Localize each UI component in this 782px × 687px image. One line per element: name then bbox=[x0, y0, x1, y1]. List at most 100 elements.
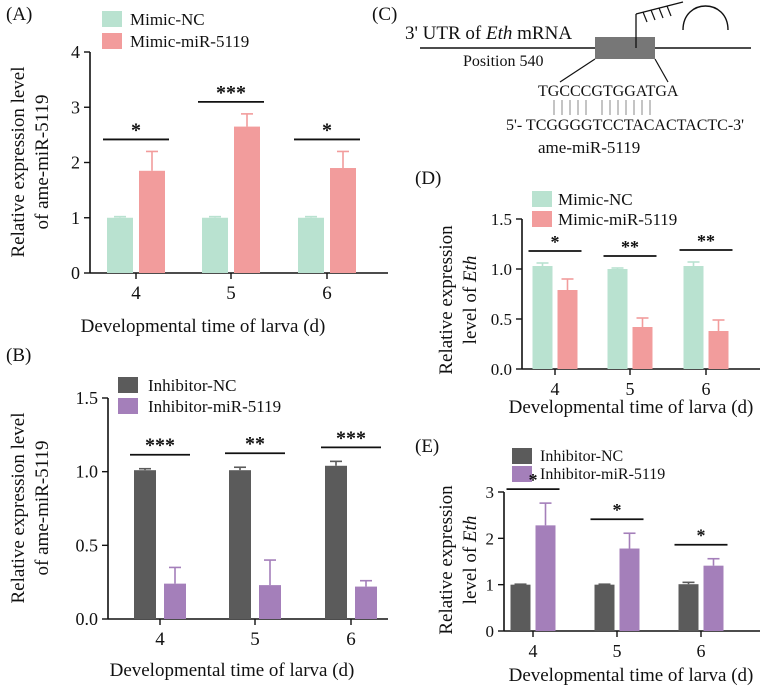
panel-a-xlabel: Developmental time of larva (d) bbox=[81, 316, 326, 337]
significance-label: ** bbox=[621, 237, 639, 257]
panel-c-diagram: (C) 3' UTR of Eth mRNA Position 540 TGCC… bbox=[372, 1, 751, 157]
legend-swatch-e-inhibitor-mir bbox=[512, 466, 532, 482]
legend-swatch-inhibitor-mir bbox=[118, 398, 138, 414]
zoom-line-left bbox=[559, 58, 596, 83]
significance-label: * bbox=[131, 119, 141, 141]
x-tick-label: 4 bbox=[131, 283, 141, 304]
significance-label: * bbox=[697, 526, 706, 546]
significance-label: ** bbox=[245, 433, 265, 455]
x-tick-label: 5 bbox=[613, 641, 622, 661]
bar-treatment bbox=[164, 583, 186, 619]
y-tick-label: 0 bbox=[486, 622, 495, 641]
bar-control bbox=[107, 217, 133, 273]
x-tick-label: 4 bbox=[155, 629, 165, 650]
y-tick-label: 0.0 bbox=[76, 609, 99, 629]
bar-control bbox=[594, 584, 615, 631]
panel-b-ylabel-line1: Relative expression level bbox=[8, 413, 29, 604]
utr-title: 3' UTR of Eth mRNA bbox=[405, 23, 572, 44]
y-tick-label: 1 bbox=[71, 208, 80, 228]
bar-treatment bbox=[355, 586, 377, 619]
panel-e-label: (E) bbox=[415, 436, 439, 457]
panel-c-label: (C) bbox=[372, 4, 397, 25]
bar-treatment bbox=[703, 565, 724, 631]
bar-control bbox=[202, 217, 228, 273]
y-tick-label: 2 bbox=[71, 153, 80, 173]
y-tick-label: 1.0 bbox=[491, 260, 512, 279]
x-tick-label: 5 bbox=[226, 283, 236, 304]
x-tick-label: 6 bbox=[322, 283, 332, 304]
x-tick-label: 4 bbox=[529, 641, 538, 661]
bar-control bbox=[532, 266, 553, 369]
panel-b-ylabel-line2: of ame-miR-5119 bbox=[32, 441, 53, 576]
significance-label: * bbox=[613, 500, 622, 520]
mirna-sequence: 5'- TCGGGGTCCTACACTACTC-3' bbox=[506, 117, 744, 134]
panel-a-ylabel-line1: Relative expression level bbox=[8, 67, 29, 258]
bar-control bbox=[683, 266, 704, 369]
significance-label: ** bbox=[697, 231, 715, 251]
significance-label: *** bbox=[216, 82, 246, 104]
y-tick-label: 2 bbox=[486, 529, 495, 548]
target-site-box bbox=[595, 37, 655, 59]
y-tick-label: 1.5 bbox=[491, 210, 512, 229]
panel-b-label: (B) bbox=[6, 345, 31, 366]
bar-treatment bbox=[619, 548, 640, 631]
bar-control bbox=[134, 470, 156, 619]
panel-a-label: (A) bbox=[6, 4, 32, 25]
panel-d-label: (D) bbox=[415, 168, 441, 189]
plot-a: 0 1 2 3 4 4 * 5 *** 6 * bbox=[71, 42, 388, 304]
legend-label-inhibitor-nc: Inhibitor-NC bbox=[148, 376, 236, 395]
bar-treatment bbox=[557, 290, 578, 369]
base-pair-lines bbox=[553, 100, 651, 115]
bar-treatment bbox=[139, 170, 165, 273]
y-tick-label: 4 bbox=[71, 42, 80, 62]
bar-control bbox=[325, 465, 347, 619]
bar-control bbox=[298, 217, 324, 273]
legend-label-d-mimic-nc: Mimic-NC bbox=[558, 190, 633, 209]
panel-d: (D) Relative expression level of Eth Mim… bbox=[415, 168, 753, 418]
legend-label-mimic-mir: Mimic-miR-5119 bbox=[130, 32, 249, 51]
panel-b: (B) Relative expression level of ame-miR… bbox=[6, 345, 354, 681]
bar-control bbox=[229, 470, 251, 619]
panel-e: (E) Relative expression level of Eth Inh… bbox=[415, 436, 753, 686]
cap-loop bbox=[682, 5, 729, 31]
target-sequence: TGCCCGTGGATGA bbox=[538, 83, 679, 100]
panel-b-xlabel: Developmental time of larva (d) bbox=[110, 660, 355, 681]
x-tick-label: 6 bbox=[697, 641, 706, 661]
panel-e-ylabel-line1: Relative expression bbox=[436, 485, 457, 635]
mirna-name: ame-miR-5119 bbox=[538, 138, 640, 157]
significance-label: *** bbox=[336, 427, 366, 449]
legend-swatch-inhibitor-nc bbox=[118, 377, 138, 393]
legend-label-e-inhibitor-mir: Inhibitor-miR-5119 bbox=[540, 466, 665, 483]
legend-swatch-e-inhibitor-nc bbox=[512, 448, 532, 464]
legend-label-e-inhibitor-nc: Inhibitor-NC bbox=[540, 448, 623, 465]
y-tick-label: 1.5 bbox=[76, 388, 99, 408]
y-tick-label: 3 bbox=[71, 97, 80, 117]
panel-d-ylabel-line1: Relative expression bbox=[436, 225, 457, 375]
position-label: Position 540 bbox=[463, 53, 543, 70]
plot-d: 0.0 0.5 1.0 1.5 4 * 5 ** 6 ** bbox=[491, 210, 760, 399]
y-tick-label: 0.5 bbox=[491, 310, 512, 329]
x-tick-label: 6 bbox=[346, 629, 356, 650]
zoom-line-right bbox=[654, 58, 669, 83]
plot-b: 0.0 0.5 1.0 1.5 4 *** 5 ** 6 *** bbox=[76, 388, 388, 650]
bar-control bbox=[510, 584, 531, 631]
bar-treatment bbox=[708, 331, 729, 369]
legend-swatch-d-mimic-mir bbox=[532, 211, 552, 227]
plot-e: 0 1 2 3 4 * 5 * 6 * bbox=[486, 470, 760, 661]
legend-swatch-mimic-nc bbox=[102, 11, 122, 27]
significance-label: * bbox=[322, 119, 332, 141]
bar-control bbox=[607, 269, 628, 369]
bar-treatment bbox=[259, 585, 281, 619]
x-tick-label: 4 bbox=[551, 379, 560, 399]
significance-label: *** bbox=[145, 435, 175, 457]
panel-e-ylabel-line2: level of Eth bbox=[460, 516, 481, 605]
x-tick-label: 6 bbox=[702, 379, 711, 399]
panel-d-ylabel-line2: level of Eth bbox=[460, 256, 481, 345]
bar-treatment bbox=[234, 126, 260, 274]
x-tick-label: 5 bbox=[250, 629, 260, 650]
significance-label: * bbox=[529, 470, 538, 490]
legend-label-inhibitor-mir: Inhibitor-miR-5119 bbox=[148, 397, 281, 416]
y-tick-label: 1 bbox=[486, 576, 495, 595]
y-tick-label: 0.5 bbox=[76, 535, 99, 555]
